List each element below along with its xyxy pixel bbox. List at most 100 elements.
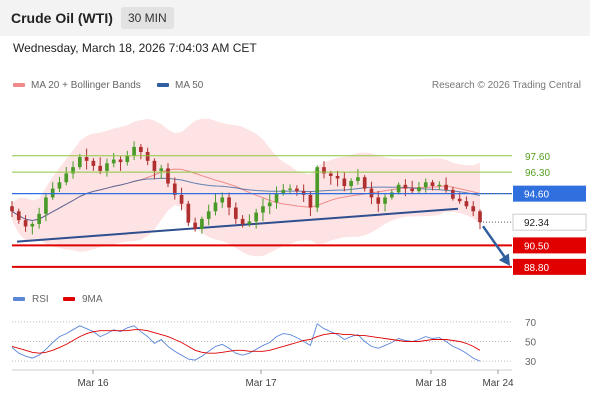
candle [118, 156, 123, 171]
timestamp: Wednesday, March 18, 2026 7:04:03 AM CET [13, 41, 257, 55]
candle-body [274, 193, 279, 203]
candle [77, 153, 82, 170]
candle-body [396, 184, 401, 193]
candle [389, 189, 394, 200]
candle [247, 214, 252, 227]
candle-body [410, 188, 415, 192]
candle [430, 179, 435, 191]
bollinger-band [12, 118, 480, 257]
candle [57, 176, 62, 193]
candle-body [281, 189, 286, 194]
candle-body [77, 157, 82, 168]
candle [84, 148, 89, 170]
candle [261, 198, 265, 222]
rsi-legend-label-RSI: RSI [32, 294, 49, 305]
level-label-90.50: 90.50 [524, 241, 549, 252]
candle-body [335, 175, 340, 179]
candle [322, 161, 326, 179]
candle-body [301, 191, 306, 195]
candle [125, 150, 130, 166]
candle [23, 215, 28, 232]
candle-body [328, 173, 333, 176]
candle [274, 186, 279, 209]
ma50-line [11, 177, 481, 222]
rsi-tick-50: 50 [525, 337, 537, 348]
candle [308, 191, 313, 217]
candle [37, 207, 41, 229]
candle-body [342, 178, 347, 187]
candle [186, 200, 191, 227]
candle-body [403, 184, 408, 189]
candle-body [417, 187, 421, 192]
rsi-legend-swatch-RSI [13, 297, 25, 301]
candle [44, 193, 48, 222]
time-tick-label: Mar 18 [415, 378, 447, 389]
level-tag-88.80 [513, 258, 586, 275]
candle-body [98, 165, 103, 171]
candle-body [437, 184, 442, 187]
candle-body [200, 218, 204, 229]
candle-body [356, 177, 360, 182]
level-label-96.30: 96.30 [525, 168, 550, 179]
candle-body [44, 197, 48, 214]
candle [417, 182, 421, 194]
candle [213, 193, 218, 216]
candle-body [166, 168, 170, 184]
candle [105, 158, 109, 177]
candle-body [179, 194, 184, 204]
candle-body [227, 197, 231, 208]
candle [98, 157, 103, 175]
legend-ma50-label: MA 50 [175, 80, 204, 91]
candle [267, 194, 272, 215]
candle-body [451, 189, 455, 199]
rsi-tick-30: 30 [525, 357, 537, 368]
candle-body [132, 146, 136, 156]
candle-body [91, 160, 96, 166]
candle-body [315, 167, 320, 208]
legend-ma20: MA 20 + Bollinger Bands [13, 80, 141, 91]
candle-body [444, 184, 448, 190]
candle-body [369, 188, 374, 198]
timeframe-button[interactable]: 30 MIN [121, 7, 174, 29]
candle [457, 192, 462, 204]
ma20-swatch [13, 83, 25, 88]
candle-body [57, 182, 62, 189]
candle [335, 170, 340, 187]
instrument-title: Crude Oil (WTI) [11, 10, 113, 26]
level-tag-94.60 [513, 185, 586, 202]
candle [376, 190, 381, 212]
candle [50, 182, 55, 200]
candle-body [247, 221, 252, 224]
candle [152, 158, 157, 180]
candle [362, 175, 367, 192]
candle-body [84, 157, 89, 161]
candle [200, 216, 204, 234]
candle [193, 217, 197, 232]
candle-body [254, 212, 259, 222]
candle-body [423, 182, 428, 188]
candle-body [383, 197, 387, 204]
candle-body [105, 163, 109, 171]
candle [139, 143, 143, 160]
candle [369, 181, 374, 205]
rsi-legend-label-9MA: 9MA [82, 294, 103, 305]
candle [179, 187, 184, 211]
candle [478, 209, 482, 230]
rsi-legend-swatch-9MA [63, 297, 75, 301]
candle [227, 192, 231, 216]
candle [315, 165, 320, 212]
forecast-arrow-head [498, 253, 510, 266]
candle-body [71, 167, 75, 174]
candle-body [206, 211, 211, 219]
candle-body [295, 188, 299, 192]
current-price-tag [512, 213, 587, 231]
candle [444, 177, 448, 193]
legend-ma50: MA 50 [157, 80, 203, 91]
candle-body [23, 220, 28, 227]
current-price-label: 92.34 [524, 218, 549, 229]
candle [10, 200, 14, 218]
level-tag-90.50 [513, 237, 586, 254]
candle [410, 180, 415, 195]
candle-body [233, 207, 238, 219]
candle-body [193, 222, 197, 229]
